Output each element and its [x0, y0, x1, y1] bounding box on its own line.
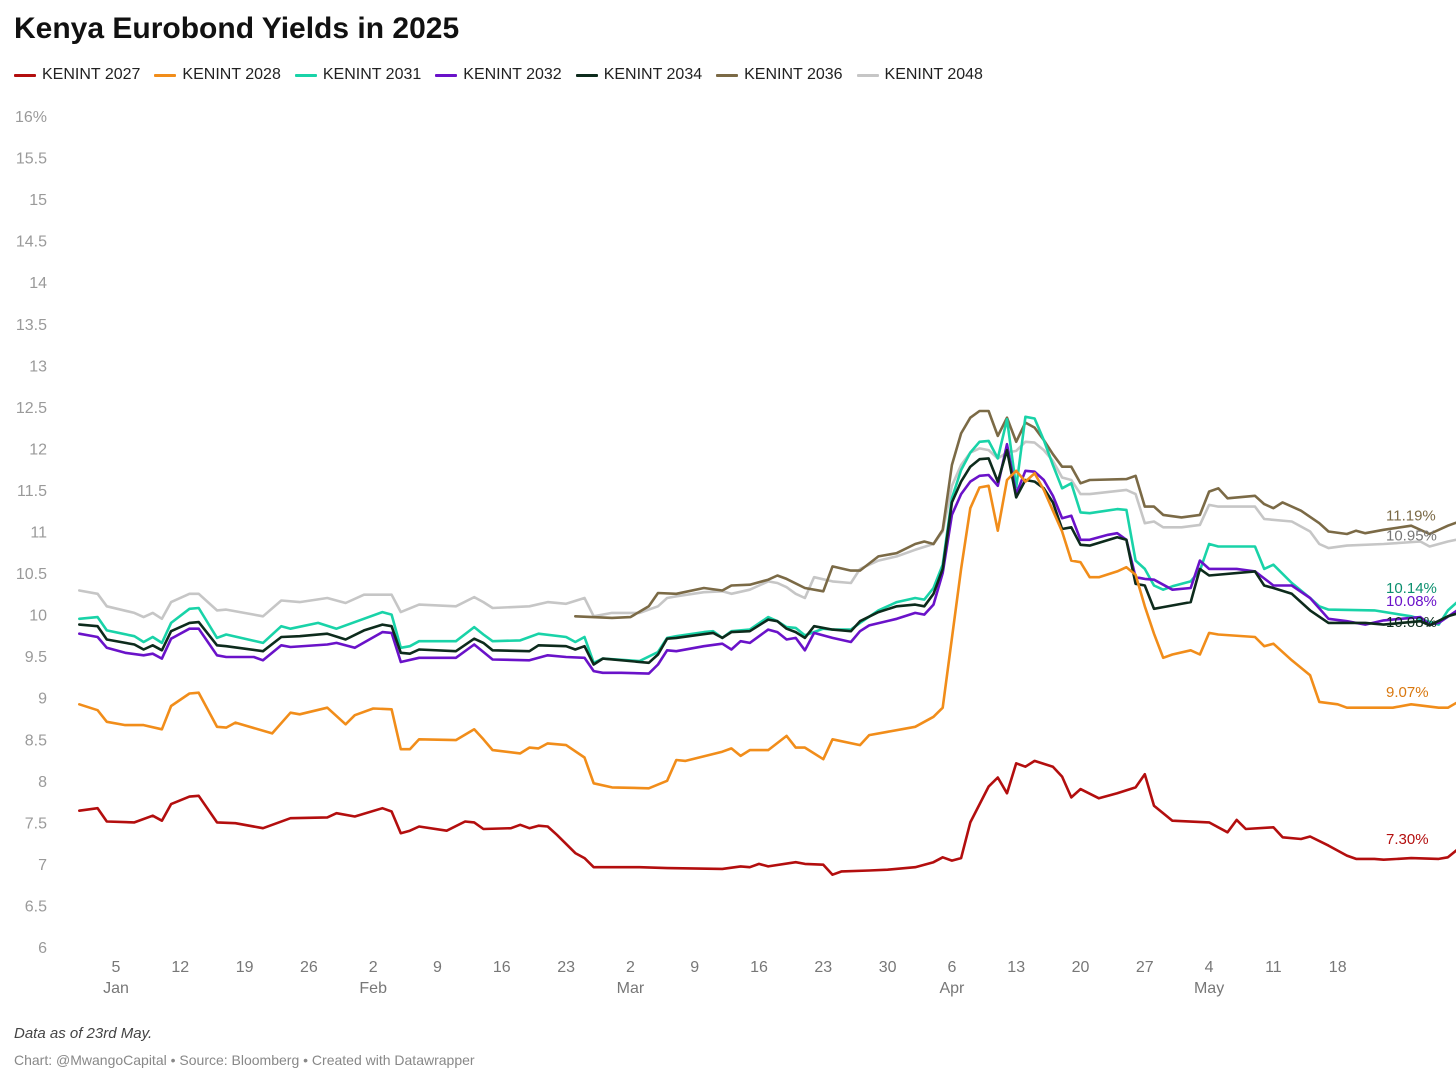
legend-label: KENINT 2027: [42, 66, 141, 83]
legend-swatch: [14, 73, 36, 77]
y-tick-label: 15.5: [16, 151, 47, 168]
y-tick-label: 14: [29, 275, 47, 292]
data-note: Data as of 23rd May.: [14, 1025, 153, 1042]
chart-credit: Chart: @MwangoCapital • Source: Bloomber…: [14, 1052, 475, 1068]
legend-label: KENINT 2031: [322, 66, 422, 83]
x-tick-label: 16: [750, 959, 768, 976]
end-value-label: 10.08%: [1386, 614, 1437, 631]
x-month-label: Mar: [617, 980, 645, 997]
y-tick-label: 13.5: [16, 317, 47, 334]
end-value-label: 9.07%: [1386, 684, 1429, 701]
y-tick-label: 10: [29, 608, 47, 625]
y-tick-label: 12: [29, 441, 47, 458]
legend-swatch: [856, 73, 879, 77]
y-tick-label: 9: [38, 691, 47, 708]
x-tick-label: 12: [171, 959, 189, 976]
x-tick-label: 5: [112, 959, 121, 976]
legend-label: KENINT 2028: [182, 66, 281, 83]
x-tick-label: 18: [1329, 959, 1347, 976]
legend-swatch: [435, 73, 458, 77]
legend-label: KENINT 2032: [463, 66, 562, 83]
y-tick-label: 8: [38, 774, 47, 791]
line-chart: 16% 15.5 15 14.5 14 13.5 13 12.5 12 11.5 11 10.5 10 9…: [15, 109, 1456, 997]
end-value-label: 10.14%: [1386, 580, 1437, 597]
y-tick-label: 13: [29, 358, 47, 375]
y-tick-label: 11.5: [17, 483, 47, 500]
x-month-label: May: [1194, 980, 1224, 997]
x-tick-label: 6: [947, 959, 956, 976]
legend-label: KENINT 2048: [884, 66, 983, 83]
series-line-kenint-2048: [78, 440, 1456, 621]
series-line-kenint-2032: [78, 442, 1456, 675]
x-tick-label: 19: [236, 959, 254, 976]
series-line-kenint-2027: [78, 759, 1456, 876]
end-value-label: 10.95%: [1386, 528, 1437, 545]
x-tick-label: 9: [690, 959, 699, 976]
legend-swatch: [716, 73, 739, 77]
x-month-label: Apr: [939, 980, 965, 997]
x-tick-label: 30: [879, 959, 897, 976]
legend-item: KENINT 2034: [575, 66, 703, 84]
y-tick-label: 14.5: [16, 234, 47, 251]
y-tick-label: 10.5: [16, 566, 47, 583]
x-tick-label: 4: [1205, 959, 1214, 976]
end-value-label: 7.30%: [1386, 831, 1429, 848]
x-month-label: Jan: [103, 980, 129, 997]
y-tick-label: 6.5: [25, 898, 47, 915]
y-tick-label: 12.5: [16, 400, 47, 417]
legend-item: KENINT 2032: [435, 66, 562, 84]
y-tick-label: 15: [29, 192, 47, 209]
legend-label: KENINT 2034: [603, 66, 703, 83]
y-tick-label: 8.5: [25, 732, 47, 749]
x-tick-label: 23: [814, 959, 832, 976]
x-tick-label: 27: [1136, 959, 1154, 976]
legend-item: KENINT 2028: [154, 66, 281, 84]
x-tick-label: 2: [369, 959, 378, 976]
x-tick-label: 23: [557, 959, 575, 976]
y-tick-label: 11: [30, 525, 47, 542]
series-line-kenint-2028: [78, 469, 1456, 790]
series-line-kenint-2034: [78, 448, 1456, 666]
chart-title: Kenya Eurobond Yields in 2025: [14, 12, 460, 45]
legend-swatch: [294, 73, 317, 77]
legend-swatch: [575, 73, 598, 77]
x-month-label: Feb: [359, 980, 387, 997]
legend-item: KENINT 2048: [856, 66, 983, 84]
x-tick-label: 13: [1007, 959, 1025, 976]
legend-item: KENINT 2027: [14, 66, 140, 84]
series-line-kenint-2036: [574, 409, 1456, 620]
legend-label: KENINT 2036: [744, 66, 843, 83]
y-tick-label: 6: [38, 940, 47, 957]
chart-legend: KENINT 2027 KENINT 2028 KENINT 2031 KENINT …: [14, 66, 983, 84]
legend-item: KENINT 2036: [716, 66, 843, 84]
y-tick-label: 7.5: [25, 815, 47, 832]
x-tick-label: 9: [433, 959, 442, 976]
legend-swatch: [154, 73, 177, 77]
end-value-label: 11.19%: [1386, 508, 1436, 525]
y-tick-label: 7: [38, 857, 47, 874]
x-tick-label: 16: [493, 959, 511, 976]
x-tick-label: 2: [626, 959, 635, 976]
x-tick-label: 20: [1072, 959, 1090, 976]
y-tick-label: 16%: [15, 109, 47, 126]
legend-item: KENINT 2031: [294, 66, 422, 84]
x-tick-label: 26: [300, 959, 318, 976]
x-tick-label: 11: [1265, 959, 1282, 976]
end-value-label: 10.08%: [1386, 593, 1437, 610]
y-tick-label: 9.5: [25, 649, 47, 666]
series-line-kenint-2031: [78, 415, 1456, 665]
